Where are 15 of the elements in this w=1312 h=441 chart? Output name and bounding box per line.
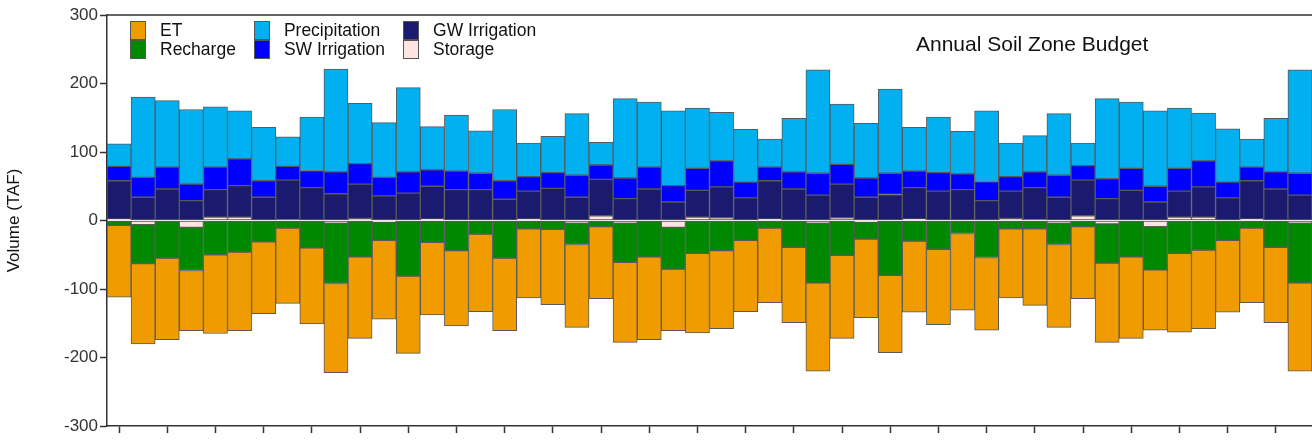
legend-label: SW Irrigation bbox=[283, 39, 386, 59]
legend-label: Precipitation bbox=[283, 20, 381, 40]
y-tick-label: 0 bbox=[88, 210, 98, 230]
text: Annual Soil Zone Budget bbox=[916, 32, 1149, 56]
legend-label: Storage bbox=[433, 39, 495, 59]
legend-label: GW Irrigation bbox=[433, 20, 537, 40]
y-tick-label: 200 bbox=[69, 73, 98, 93]
y-tick-label: 100 bbox=[69, 141, 98, 161]
y-tick-label: -300 bbox=[63, 415, 98, 435]
y-tick-label: -200 bbox=[63, 347, 98, 367]
legend-label: Recharge bbox=[160, 39, 236, 59]
y-tick-label: 300 bbox=[69, 4, 98, 24]
y-tick-label: -100 bbox=[63, 278, 98, 298]
legend-label: ET bbox=[160, 20, 183, 40]
y-axis-title: Volume (TAF) bbox=[3, 168, 23, 273]
